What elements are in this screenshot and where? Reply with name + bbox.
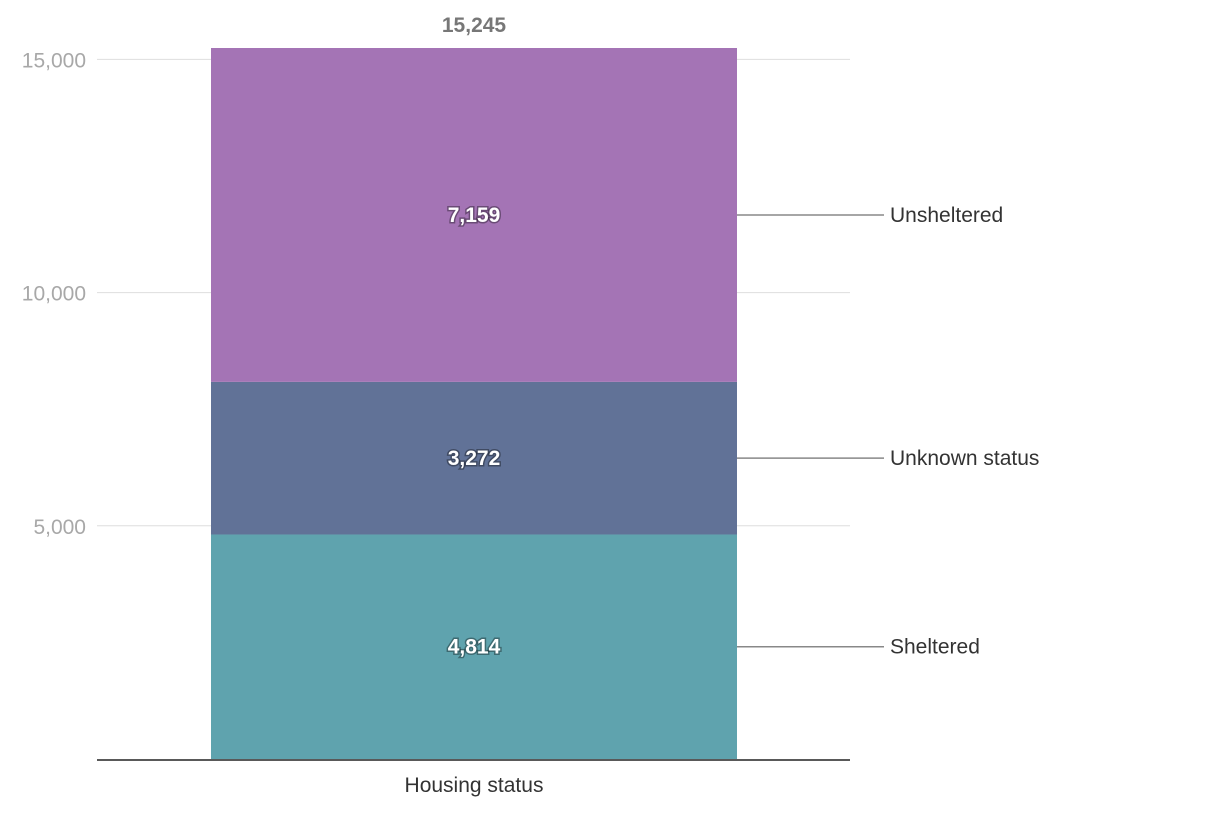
segment-value-label: 3,272 bbox=[448, 447, 501, 470]
data-labels: 4,814 3,272 7,159 bbox=[446, 202, 502, 660]
y-tick-label: 5,000 bbox=[33, 516, 86, 539]
bar-segment-unknown-status bbox=[211, 381, 737, 535]
segment-value-label: 4,814 bbox=[448, 636, 501, 659]
series-name-label: Unsheltered bbox=[890, 204, 1003, 227]
bar-segment-sheltered bbox=[211, 534, 737, 759]
segment-value-label: 7,159 bbox=[448, 204, 501, 227]
y-tick-label: 10,000 bbox=[22, 283, 86, 306]
category-label: Housing status bbox=[405, 774, 544, 797]
series-name-label: Unknown status bbox=[890, 447, 1039, 470]
series-name-label: Sheltered bbox=[890, 636, 980, 659]
total-label: 15,245 bbox=[442, 14, 507, 37]
bar-segments bbox=[211, 48, 737, 759]
series-labels: Sheltered Unknown status Unsheltered bbox=[737, 204, 1039, 659]
bar-segment-unsheltered bbox=[211, 48, 737, 382]
y-tick-label: 15,000 bbox=[22, 49, 86, 72]
